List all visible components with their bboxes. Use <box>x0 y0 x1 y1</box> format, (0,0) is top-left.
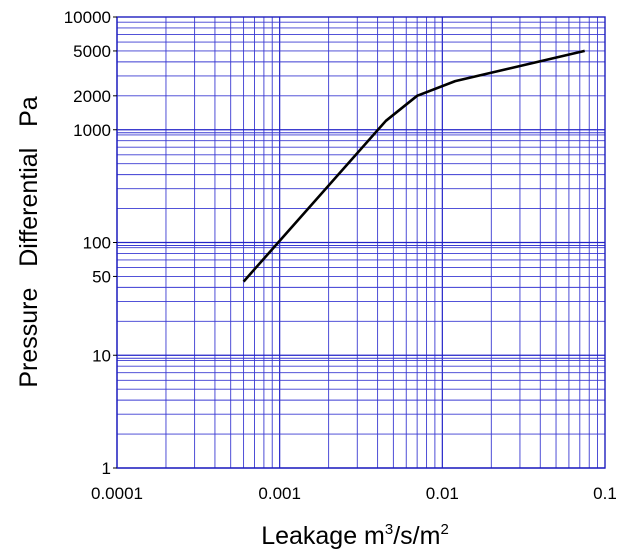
x-axis-title: Leakage m3/s/m2 <box>261 521 449 550</box>
x-tick-label: 0.01 <box>426 484 459 503</box>
y-tick-label: 50 <box>92 267 111 286</box>
x-axis-title-mid: /s/m <box>393 522 440 550</box>
y-tick-label: 100 <box>83 234 111 253</box>
y-tick-labels: 1 10 50 100 1000 2000 5000 10000 <box>64 8 117 478</box>
y-tick-label: 1 <box>102 459 111 478</box>
series-line <box>242 49 585 283</box>
y-tick-label: 5000 <box>73 42 111 61</box>
x-tick-label: 0.0001 <box>91 484 143 503</box>
y-tick-label: 2000 <box>73 87 111 106</box>
x-tick-label: 0.001 <box>258 484 301 503</box>
y-tick-label: 1000 <box>73 121 111 140</box>
x-tick-label: 0.1 <box>593 484 617 503</box>
y-axis-title: Pressure Differential Pa <box>15 96 43 387</box>
x-axis-title-text: Leakage m <box>261 522 385 550</box>
y-tick-label: 10000 <box>64 8 111 27</box>
y-tick-label: 10 <box>92 346 111 365</box>
x-axis-title-sup2: 2 <box>440 521 448 538</box>
x-axis-title-sup1: 3 <box>385 521 393 538</box>
grid-lines <box>116 17 605 469</box>
x-tick-labels: 0.0001 0.001 0.01 0.1 <box>91 484 617 503</box>
